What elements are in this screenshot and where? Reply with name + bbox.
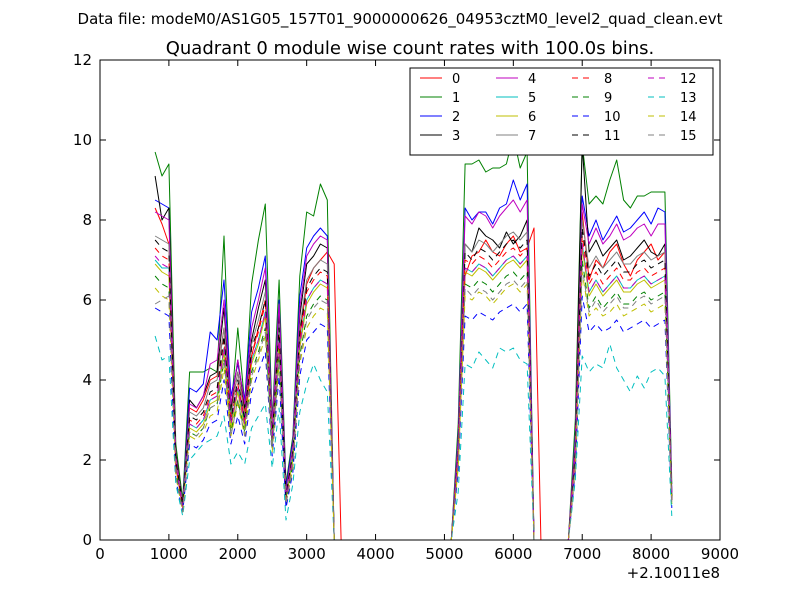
legend-label-15: 15 — [680, 129, 697, 144]
series-line-13 — [154, 335, 673, 540]
x-tick-label: 0 — [95, 545, 105, 563]
legend-label-14: 14 — [680, 110, 697, 125]
x-tick-label: 4000 — [356, 545, 394, 563]
series-line-11 — [154, 227, 673, 540]
legend-label-10: 10 — [604, 110, 621, 125]
legend-label-7: 7 — [528, 129, 536, 144]
series-line-10 — [154, 295, 673, 540]
series-line-2 — [154, 179, 673, 540]
series-line-4 — [154, 199, 673, 540]
x-tick-label: 8000 — [632, 545, 670, 563]
legend-label-3: 3 — [452, 129, 460, 144]
x-tick-label: 6000 — [494, 545, 532, 563]
legend-box — [409, 67, 714, 156]
legend-label-2: 2 — [452, 110, 460, 125]
legend-label-13: 13 — [680, 91, 697, 106]
x-tick-label: 5000 — [425, 545, 463, 563]
x-tick-label: 3000 — [288, 545, 326, 563]
y-tick-label: 2 — [82, 451, 92, 469]
series-line-7 — [154, 219, 673, 540]
chart-title: Quadrant 0 module wise count rates with … — [166, 38, 655, 59]
series-line-15 — [154, 267, 673, 540]
y-tick-label: 10 — [73, 131, 92, 149]
x-tick-label: 7000 — [563, 545, 601, 563]
legend-label-1: 1 — [452, 91, 460, 106]
legend-label-11: 11 — [604, 129, 621, 144]
x-tick-label: 1000 — [150, 545, 188, 563]
series-layer — [154, 135, 673, 540]
x-tick-label: 9000 — [701, 545, 739, 563]
legend-label-9: 9 — [604, 91, 612, 106]
legend-label-12: 12 — [680, 72, 697, 87]
y-tick-label: 12 — [73, 51, 92, 69]
legend-label-4: 4 — [528, 72, 536, 87]
legend-label-0: 0 — [452, 72, 460, 87]
series-line-0 — [154, 207, 673, 540]
series-line-8 — [154, 235, 673, 540]
x-tick-label: 2000 — [219, 545, 257, 563]
axes-ticks: 0 1000 2000 3000 4000 5000 6000 7000 8000 9000 0 2 4… — [73, 51, 739, 563]
y-tick-label: 0 — [82, 531, 92, 549]
legend-label-6: 6 — [528, 110, 536, 125]
figure-suptitle: Data file: modeM0/AS1G05_157T01_90000006… — [78, 10, 723, 29]
y-tick-label: 8 — [82, 211, 92, 229]
legend-label-5: 5 — [528, 91, 536, 106]
series-line-3 — [154, 143, 673, 540]
series-line-1 — [154, 135, 673, 540]
y-tick-label: 6 — [82, 291, 92, 309]
y-tick-label: 4 — [82, 371, 92, 389]
x-axis-offset-label: +2.10011e8 — [627, 564, 720, 582]
legend-label-8: 8 — [604, 72, 612, 87]
